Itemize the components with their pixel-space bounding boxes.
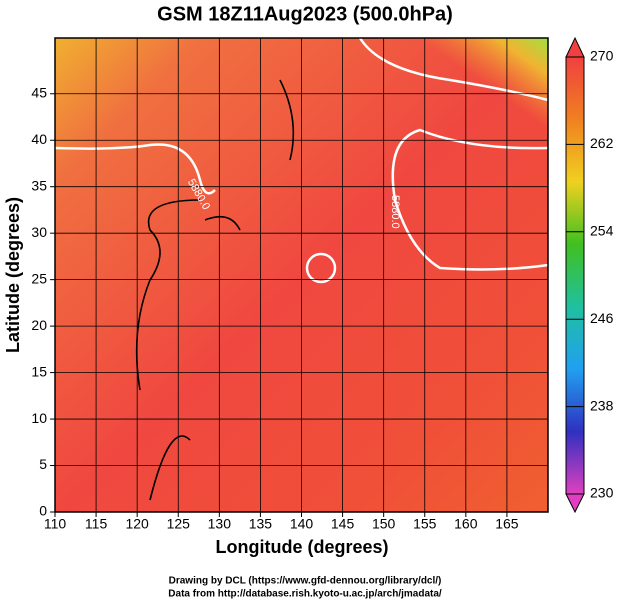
credit: Data from http://database.rish.kyoto-u.a… — [168, 589, 442, 600]
colorbar-tick-label: 246 — [590, 310, 614, 326]
y-tick-label: 40 — [31, 131, 47, 147]
y-tick-label: 35 — [31, 177, 47, 193]
x-tick-label: 145 — [331, 516, 355, 532]
x-tick-label: 110 — [44, 516, 67, 532]
colorbar-tick-label: 238 — [590, 397, 614, 413]
contour — [391, 128, 549, 271]
x-tick-label: 165 — [495, 516, 519, 532]
x-tick-label: 130 — [208, 516, 232, 532]
coastline — [135, 79, 295, 501]
colorbar-tick-label: 270 — [590, 48, 614, 64]
y-tick-label: 30 — [31, 224, 47, 240]
y-tick-label: 10 — [31, 410, 47, 426]
contour — [54, 143, 216, 195]
colorbar-tick-label: 254 — [590, 223, 614, 239]
x-tick-label: 155 — [413, 516, 437, 532]
y-tick-label: 5 — [39, 456, 47, 472]
y-tick-label: 15 — [31, 363, 47, 379]
x-tick-label: 140 — [290, 516, 314, 532]
map-area — [54, 37, 549, 513]
contour-label: 5880.0 — [389, 195, 401, 229]
y-tick-label: 25 — [31, 270, 47, 286]
x-tick-label: 135 — [249, 516, 273, 532]
x-tick-label: 120 — [125, 516, 149, 532]
x-tick-label: 125 — [167, 516, 191, 532]
colorbar-end — [565, 36, 585, 58]
y-tick-label: 20 — [31, 317, 47, 333]
colorbar — [565, 56, 585, 495]
credit: Drawing by DCL (https://www.gfd-dennou.o… — [169, 576, 442, 587]
x-tick-label: 115 — [85, 516, 108, 532]
contour — [305, 252, 337, 284]
colorbar-tick-label: 262 — [590, 135, 614, 151]
x-tick-label: 150 — [372, 516, 396, 532]
x-tick-label: 160 — [454, 516, 478, 532]
x-axis-label: Longitude (degrees) — [215, 537, 388, 557]
y-tick-label: 0 — [39, 503, 47, 519]
y-axis-label: Latitude (degrees) — [3, 197, 23, 353]
colorbar-end — [565, 493, 585, 514]
y-tick-label: 45 — [31, 84, 47, 100]
chart-title: GSM 18Z11Aug2023 (500.0hPa) — [157, 3, 453, 25]
colorbar-tick-label: 230 — [590, 485, 614, 501]
